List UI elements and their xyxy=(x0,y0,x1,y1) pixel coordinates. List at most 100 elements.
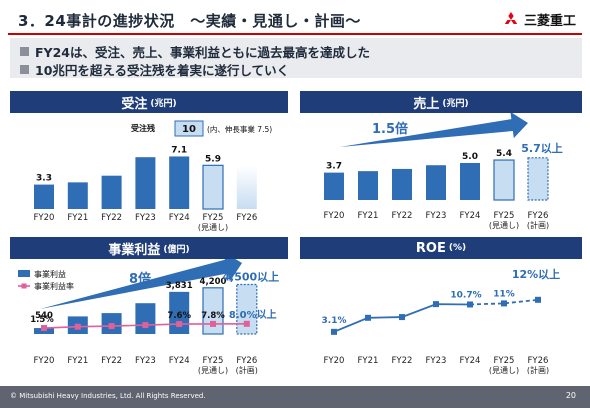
bar xyxy=(101,175,122,209)
data-label: 1.5% xyxy=(30,315,54,325)
data-label: 7.1 xyxy=(171,145,187,155)
x-tick-label: FY26 xyxy=(528,356,549,366)
page-title: 3．24事計の進捗状況 ～実績・見通し・計画～ xyxy=(18,12,361,30)
x-tick-label: FY20 xyxy=(34,213,55,223)
bullet-item: 10兆円を超える受注残を着実に遂行していく xyxy=(20,60,289,79)
x-tick-label: FY26 xyxy=(236,213,257,223)
x-tick-label: FY26 xyxy=(528,211,549,221)
three-diamonds-logo-icon xyxy=(504,11,518,24)
x-tick-label: FY21 xyxy=(67,356,88,366)
backlog-value: 10 xyxy=(182,124,196,135)
logo-text: 三菱重工 xyxy=(523,14,576,29)
data-label: 5.7以上 xyxy=(521,141,563,155)
bar xyxy=(202,287,224,335)
bar xyxy=(392,168,412,200)
data-label: 3.1% xyxy=(322,316,347,326)
x-tick-label: FY24 xyxy=(460,211,481,221)
x-tick-label: FY24 xyxy=(169,213,190,223)
x-tick-label: FY22 xyxy=(392,211,413,221)
profit-panel-header: 事業利益 (億円) xyxy=(10,237,288,259)
bullet-item: FY24は、受注、売上、事業利益ともに過去最高を達成した xyxy=(20,42,370,61)
x-tick-label: FY23 xyxy=(426,356,447,366)
x-tick-sublabel: (見通し) xyxy=(198,222,228,232)
bar xyxy=(426,165,446,200)
arrow-label: 1.5倍 xyxy=(372,121,408,137)
x-tick-label: FY25 xyxy=(203,356,224,366)
title-rule xyxy=(8,33,582,35)
roe-forecast-line xyxy=(469,298,539,306)
data-label: 12%以上 xyxy=(512,267,560,281)
bar xyxy=(236,165,257,209)
bar xyxy=(135,303,156,334)
roe-point xyxy=(399,314,405,321)
x-tick-sublabel: (見通し) xyxy=(489,220,519,230)
bar xyxy=(34,328,54,334)
page-number: 20 xyxy=(565,391,576,400)
data-label: 5.4 xyxy=(496,149,512,159)
backlog-label: 受注残 xyxy=(131,123,155,133)
arrow-label: 8倍 xyxy=(129,271,151,287)
backlog-box xyxy=(174,120,204,137)
x-tick-label: FY25 xyxy=(203,213,224,223)
x-tick-label: FY20 xyxy=(324,211,345,221)
data-label: 3.3 xyxy=(36,174,52,184)
x-tick-sublabel: (見通し) xyxy=(489,365,519,375)
margin-point xyxy=(142,322,149,329)
margin-point xyxy=(176,321,183,328)
backlog-note: (内、伸長事業 7.5) xyxy=(207,124,272,134)
x-tick-label: FY24 xyxy=(169,356,190,366)
x-tick-label: FY20 xyxy=(324,356,345,366)
legend-swatch-point xyxy=(21,283,27,289)
x-tick-label: FY21 xyxy=(358,211,379,221)
roe-point xyxy=(433,301,439,308)
bar xyxy=(460,163,480,200)
x-tick-label: FY21 xyxy=(358,356,379,366)
revenue-panel-header: 売上 (兆円) xyxy=(300,91,582,113)
margin-point xyxy=(74,323,81,330)
bar xyxy=(67,182,88,209)
data-label: 540 xyxy=(35,311,53,321)
bar xyxy=(324,172,344,200)
data-label: 8.0%以上 xyxy=(229,308,277,321)
legend-label: 事業利益率 xyxy=(34,281,74,291)
roe-point xyxy=(331,328,337,335)
x-tick-label: FY21 xyxy=(67,213,88,223)
orders-panel-header: 受注 (兆円) xyxy=(10,91,288,113)
x-tick-label: FY23 xyxy=(135,356,156,366)
bar xyxy=(527,157,549,201)
margin-point xyxy=(108,323,115,330)
orders-chart: 3.3 7.1 5.9 受注残 10 (内、伸長事業 7.5) FY20 FY21 FY22 FY… xyxy=(34,120,272,232)
legend-swatch-bar xyxy=(18,270,30,277)
x-tick-label: FY22 xyxy=(101,356,122,366)
data-label: 10.7% xyxy=(450,290,481,300)
footer-bar: © Mitsubishi Heavy Industries, Ltd. All … xyxy=(0,386,590,408)
data-label: 4,500以上 xyxy=(222,270,279,284)
bar xyxy=(358,171,378,200)
bar xyxy=(236,283,258,335)
x-tick-label: FY22 xyxy=(392,356,413,366)
x-tick-sublabel: (計画) xyxy=(236,365,258,375)
x-tick-label: FY20 xyxy=(34,356,55,366)
revenue-chart: 3.7 5.0 5.4 5.7以上 1.5倍 FY20 FY21 FY22 FY23 FY24 FY… xyxy=(324,113,563,230)
x-tick-label: FY25 xyxy=(494,211,515,221)
bullet-square-icon xyxy=(20,65,29,74)
x-tick-label: FY23 xyxy=(426,211,447,221)
x-tick-sublabel: (計画) xyxy=(527,220,549,230)
data-label: 3.7 xyxy=(326,162,342,172)
data-label: 11% xyxy=(493,289,515,299)
legend-label: 事業利益 xyxy=(34,269,66,279)
roe-point xyxy=(501,300,507,307)
data-label: 7.8% xyxy=(201,311,225,321)
margin-point xyxy=(210,320,216,327)
data-label: 4,200 xyxy=(200,277,227,287)
bar xyxy=(202,164,224,210)
bullet-square-icon xyxy=(20,47,29,56)
growth-arrow xyxy=(40,259,242,309)
growth-arrow xyxy=(340,113,528,147)
x-tick-label: FY26 xyxy=(236,356,257,366)
roe-point xyxy=(535,296,541,303)
margin-point xyxy=(243,320,250,327)
x-tick-label: FY24 xyxy=(460,356,481,366)
bar xyxy=(493,159,515,201)
